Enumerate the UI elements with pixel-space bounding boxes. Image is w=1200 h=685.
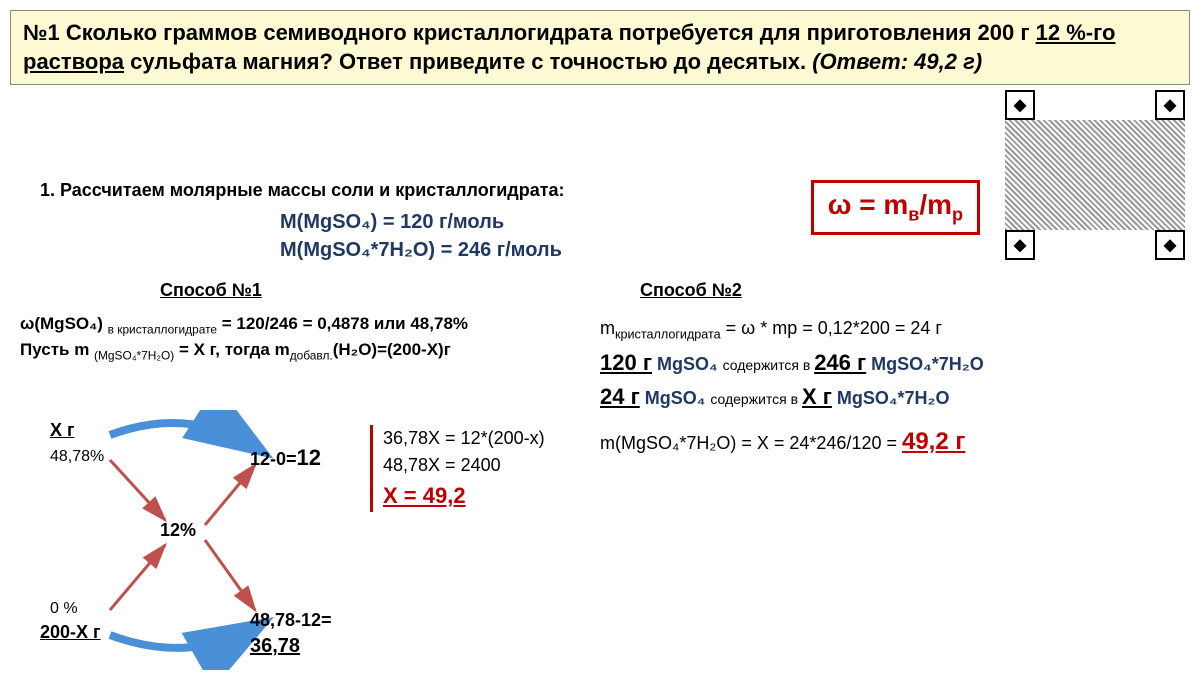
eq-answer: X = 49,2 <box>383 479 545 512</box>
qr-pattern <box>1005 120 1185 230</box>
problem-number: №1 <box>23 20 60 45</box>
qr-code-block: ◆ ◆ ◆ ◆ <box>1005 90 1185 260</box>
node-4878pc: 48,78% <box>50 448 104 466</box>
pearson-square-diagram: X г 48,78% 12% 0 % 200-X г 12-0=12 48,78… <box>30 410 380 660</box>
eq2: 48,78X = 2400 <box>383 452 545 479</box>
step1-label: 1. Рассчитаем молярные массы соли и крис… <box>40 180 565 201</box>
qr-corner: ◆ <box>1005 90 1035 120</box>
node-result12: 12-0=12 <box>250 445 321 471</box>
node-200x: 200-X г <box>40 622 101 643</box>
node-result3678: 36,78 <box>250 635 300 658</box>
qr-corner: ◆ <box>1005 230 1035 260</box>
node-12pc: 12% <box>160 520 196 541</box>
node-result3678-expr: 48,78-12= <box>250 610 332 631</box>
problem-text1: Сколько граммов семиводного кристаллогид… <box>66 20 1036 45</box>
method1-setup: ω(MgSO₄) в кристаллогидрате = 120/246 = … <box>20 310 580 367</box>
method2-body: mкристаллогидрата = ω * mр = 0,12*200 = … <box>600 310 1180 464</box>
problem-answer: (Ответ: 49,2 г) <box>812 49 982 74</box>
eq1: 36,78X = 12*(200-x) <box>383 425 545 452</box>
final-answer-line: m(MgSO₄*7H₂O) = X = 24*246/120 = 49,2 г <box>600 428 1180 456</box>
node-xg: X г <box>50 420 75 441</box>
proportion-line1: 120 г MgSO₄ содержится в 246 г MgSO₄*7H₂… <box>600 350 1180 376</box>
qr-corner: ◆ <box>1155 230 1185 260</box>
equation-block: 36,78X = 12*(200-x) 48,78X = 2400 X = 49… <box>370 425 545 512</box>
molar-mgso4: M(MgSO₄) = 120 г/моль <box>280 208 562 236</box>
proportion-line2: 24 г MgSO₄ содержится в X г MgSO₄*7H₂O <box>600 384 1180 410</box>
molar-masses: M(MgSO₄) = 120 г/моль M(MgSO₄*7H₂O) = 24… <box>280 208 562 264</box>
molar-hydrate: M(MgSO₄*7H₂O) = 246 г/моль <box>280 236 562 264</box>
let-x-line: Пусть m (MgSO₄*7H₂O) = X г, тогда mдобав… <box>20 340 580 362</box>
qr-corner: ◆ <box>1155 90 1185 120</box>
problem-statement: №1 Сколько граммов семиводного кристалло… <box>10 10 1190 85</box>
m-crystal-line: mкристаллогидрата = ω * mр = 0,12*200 = … <box>600 318 1180 342</box>
node-0pc: 0 % <box>50 600 78 618</box>
method1-heading: Способ №1 <box>160 280 262 301</box>
omega-line: ω(MgSO₄) в кристаллогидрате = 120/246 = … <box>20 314 580 336</box>
mass-fraction-formula: ω = mв/mр <box>811 180 980 235</box>
problem-text2: сульфата магния? Ответ приведите с точно… <box>124 49 812 74</box>
method2-heading: Способ №2 <box>640 280 742 301</box>
